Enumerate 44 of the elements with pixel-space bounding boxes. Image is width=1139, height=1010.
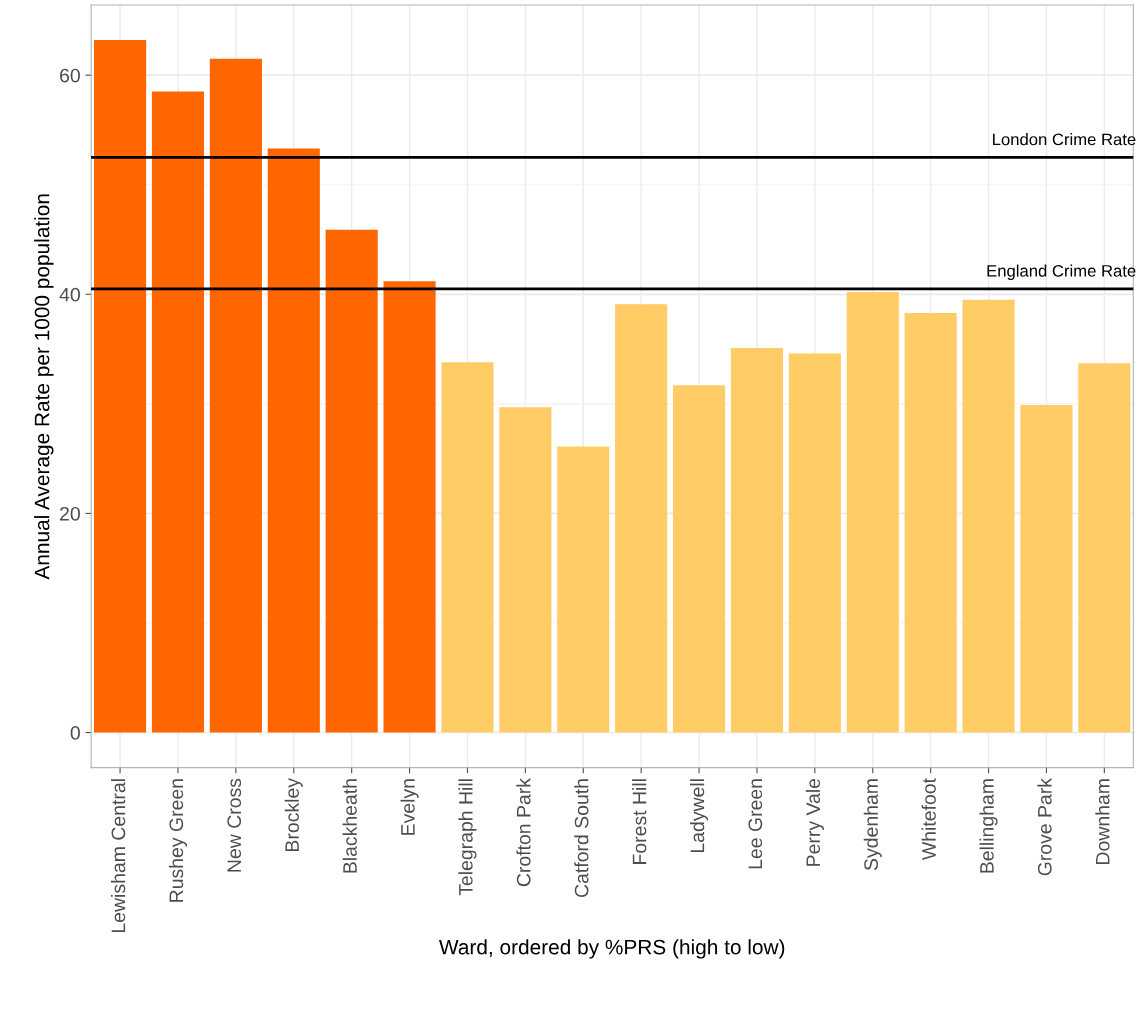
bar [499,407,552,733]
bar [904,312,957,733]
x-tick-label: Brockley [284,778,303,851]
x-tick-label: Lee Green [748,779,763,869]
x-tick-label: New Cross [227,778,242,872]
bar [151,91,205,733]
bar [441,362,494,733]
ref-line-label: London Crime Rate [993,133,1136,146]
bar [846,292,899,733]
x-tick-label: Grove Park [1037,777,1052,876]
y-tick-label: 20 [60,506,80,521]
bar [557,446,610,733]
x-tick-label: Perry Vale [805,778,824,866]
x-tick-label: Lewisham Central [111,779,126,933]
x-tick-label: Whitefoot [921,778,936,861]
bar [1020,404,1073,733]
x-tick-label: Crofton Park [516,777,531,887]
y-tick-label: 0 [70,726,80,740]
bar [730,347,784,733]
bar [1078,363,1131,733]
bar [267,148,320,733]
bar [383,281,436,733]
ref-line-label: England Crime Rate [987,264,1136,281]
x-tick-label: Downham [1095,779,1110,864]
x-tick-label: Rushey Green [168,779,188,902]
y-tick-label: 40 [59,287,80,302]
x-tick-label: Bellingham [979,779,998,873]
x-tick-label: Evelyn [400,779,419,835]
y-axis-title: Annual Average Rate per 1000 population [34,194,54,580]
x-tick-label: Forest Hill [632,779,647,864]
bar [209,58,262,733]
bar [788,353,841,733]
bar [325,229,378,733]
x-tick-label: Sydenham [863,779,882,871]
x-tick-label: Blackheath [342,779,357,873]
y-tick-label: 60 [60,68,80,83]
bar [94,40,147,733]
bar [962,299,1015,733]
x-tick-label: Catford South [574,779,589,897]
x-tick-label: Ladywell [690,779,709,853]
bar [673,385,726,733]
bar [615,304,668,733]
x-axis-title: Ward, ordered by %PRS (high to low) [439,939,785,959]
x-tick-label: Telegraph Hill [458,779,477,896]
